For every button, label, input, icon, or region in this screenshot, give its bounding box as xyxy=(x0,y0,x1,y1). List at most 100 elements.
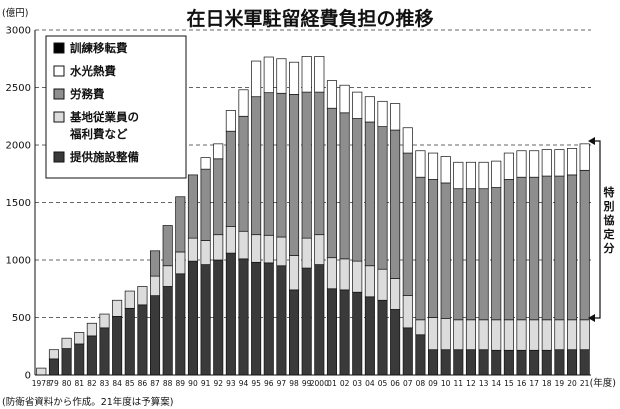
bar-segment xyxy=(579,319,590,351)
bar-segment xyxy=(579,143,590,171)
bar-segment xyxy=(213,234,224,261)
bar-segment xyxy=(301,91,312,239)
bar-segment xyxy=(289,255,300,291)
y-axis-label: (億円) xyxy=(2,7,28,19)
bar-segment xyxy=(99,313,110,329)
bar-segment xyxy=(402,327,413,376)
y-tick-label: 500 xyxy=(12,313,31,324)
bar-segment xyxy=(465,188,476,321)
bar-segment xyxy=(428,152,439,180)
bar-segment xyxy=(175,196,186,253)
x-tick-label: 80 xyxy=(62,379,72,388)
bar-segment xyxy=(491,319,502,351)
bar-segment xyxy=(478,319,489,351)
x-tick-label: 04 xyxy=(365,379,375,388)
bar-segment xyxy=(440,182,451,319)
x-tick-label: 86 xyxy=(138,379,148,388)
bar-segment xyxy=(150,295,161,376)
x-tick-label: 02 xyxy=(340,379,350,388)
bar-segment xyxy=(263,234,274,264)
bar-segment xyxy=(86,335,97,376)
bar-segment xyxy=(276,58,287,94)
bar-segment xyxy=(326,257,337,290)
bar-segment xyxy=(187,260,198,376)
bar-segment xyxy=(48,349,59,360)
bar-segment xyxy=(339,112,350,260)
bar-segment xyxy=(503,152,514,180)
bar-segment xyxy=(137,304,148,376)
bar-segment xyxy=(263,92,274,236)
bar-segment xyxy=(352,118,363,262)
bar-segment xyxy=(213,259,224,376)
bar-segment xyxy=(465,349,476,376)
bar-segment xyxy=(364,296,375,376)
bar-segment xyxy=(516,349,527,376)
x-tick-label: 10 xyxy=(441,379,451,388)
x-tick-label: 95 xyxy=(251,379,261,388)
x-tick-label: 81 xyxy=(74,379,84,388)
x-tick-label: 2000 xyxy=(310,379,329,388)
bar-segment xyxy=(74,343,85,376)
x-tick-label: 20 xyxy=(567,379,577,388)
bar-segment xyxy=(200,264,211,376)
x-tick-label: 12 xyxy=(466,379,476,388)
bar-segment xyxy=(541,319,552,351)
bar-segment xyxy=(453,161,464,190)
bar-segment xyxy=(289,94,300,256)
bar-segment xyxy=(516,319,527,351)
bar-segment xyxy=(289,61,300,95)
x-tick-label: 16 xyxy=(517,379,527,388)
x-tick-label: 89 xyxy=(176,379,186,388)
bar-segment xyxy=(238,230,249,260)
x-tick-label: 13 xyxy=(479,379,489,388)
bar-segment xyxy=(238,89,249,117)
bar-segment xyxy=(200,157,211,170)
bar-segment xyxy=(491,349,502,376)
bar-segment xyxy=(440,318,451,351)
bar-segment xyxy=(225,130,236,227)
y-tick-label: 1500 xyxy=(6,198,31,209)
x-tick-label: 06 xyxy=(390,379,400,388)
bar-segment xyxy=(377,299,388,376)
x-tick-label: 94 xyxy=(239,379,249,388)
x-tick-label: 85 xyxy=(125,379,135,388)
legend-swatch xyxy=(53,88,65,100)
bar-segment xyxy=(402,152,413,297)
x-tick-label: 19 xyxy=(555,379,565,388)
bar-segment xyxy=(554,149,565,177)
x-tick-label: 11 xyxy=(454,379,464,388)
x-tick-label: 07 xyxy=(403,379,413,388)
bar-segment xyxy=(402,127,413,154)
axis-lines xyxy=(34,30,591,376)
x-tick-label: 21 xyxy=(580,379,590,388)
bar-segment xyxy=(326,288,337,376)
x-tick-label: 90 xyxy=(188,379,198,388)
bar-segment xyxy=(453,349,464,376)
y-tick-label: 0 xyxy=(25,371,31,382)
bar-segment xyxy=(516,176,527,321)
x-tick-label: 15 xyxy=(504,379,514,388)
y-tick-label: 3000 xyxy=(6,26,31,37)
x-tick-label: 14 xyxy=(491,379,501,388)
legend-label: 水光熱費 xyxy=(70,64,116,78)
bar-segment xyxy=(579,349,590,376)
bar-segment xyxy=(415,319,426,336)
bar-segment xyxy=(377,126,388,270)
bar-segment xyxy=(529,319,540,351)
bar-segment xyxy=(415,150,426,178)
bar-segment xyxy=(465,319,476,351)
bar-segment xyxy=(213,143,224,160)
bar-segment xyxy=(579,169,590,321)
bar-segment xyxy=(238,258,249,376)
bar-segment xyxy=(567,174,578,321)
special-agreement-label: 特別協定分 xyxy=(603,185,615,255)
bar-segment xyxy=(112,316,123,376)
bar-segment xyxy=(263,56,274,94)
legend-label: 労務費 xyxy=(70,87,105,101)
bar-segment xyxy=(377,100,388,127)
bar-segment xyxy=(352,91,363,119)
x-tick-label: 91 xyxy=(201,379,211,388)
